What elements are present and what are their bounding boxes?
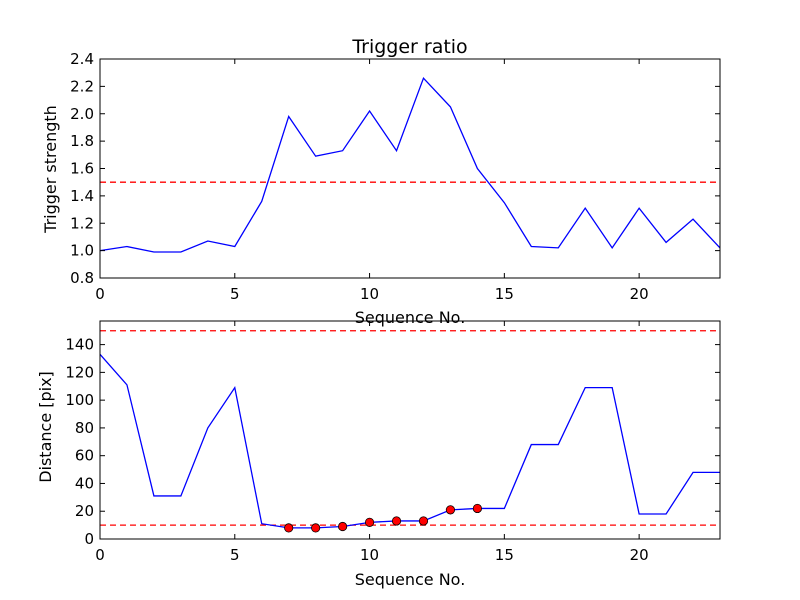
x-tick-label: 5 bbox=[230, 546, 240, 564]
data-point bbox=[284, 523, 294, 533]
y-tick-label: 1.0 bbox=[70, 242, 94, 260]
y-tick-label: 140 bbox=[65, 336, 94, 354]
y-tick-label: 1.8 bbox=[70, 132, 94, 150]
y-tick-label: 100 bbox=[65, 391, 94, 409]
y-axis-label: Trigger strength bbox=[41, 105, 60, 234]
y-tick-label: 80 bbox=[75, 419, 94, 437]
data-point bbox=[445, 505, 456, 515]
y-tick-label: 40 bbox=[75, 474, 94, 492]
x-tick-label: 15 bbox=[495, 285, 514, 303]
data-point bbox=[311, 523, 321, 533]
x-tick-label: 20 bbox=[630, 285, 649, 303]
y-tick-label: 60 bbox=[75, 447, 94, 465]
data-point bbox=[418, 516, 429, 526]
trigger-ratio-chart: Trigger ratio Trigger strength Sequence … bbox=[41, 36, 721, 327]
y-tick-label: 1.6 bbox=[70, 160, 94, 178]
y-tick-label: 0.8 bbox=[70, 269, 94, 287]
data-point bbox=[391, 516, 402, 526]
data-point bbox=[364, 517, 375, 527]
series-line bbox=[99, 76, 721, 253]
chart-title: Trigger ratio bbox=[351, 36, 467, 58]
y-tick-label: 2.4 bbox=[70, 50, 94, 68]
y-axis-label: Distance [pix] bbox=[36, 371, 55, 483]
data-point bbox=[472, 503, 482, 514]
axes-frame bbox=[99, 320, 721, 540]
series-line bbox=[99, 353, 720, 529]
x-tick-label: 10 bbox=[360, 285, 379, 303]
x-axis-label: Sequence No. bbox=[355, 308, 466, 327]
plot-area: 0 5 10 15 20 0 20 40 60 80 100 120 140 bbox=[65, 320, 721, 564]
x-tick-label: 20 bbox=[630, 546, 649, 564]
y-tick-label: 20 bbox=[75, 502, 94, 520]
x-tick-label: 15 bbox=[495, 546, 514, 564]
x-axis-label: Sequence No. bbox=[355, 570, 466, 589]
data-point bbox=[338, 521, 348, 532]
x-tick-label: 10 bbox=[360, 546, 379, 564]
x-tick-label: 0 bbox=[95, 285, 105, 303]
plot-area: 0 5 10 15 20 0.8 1.0 1.2 1.4 1.6 1.8 2.0 2.2 2.4 bbox=[70, 50, 721, 303]
x-tick-label: 5 bbox=[230, 285, 240, 303]
y-tick-label: 2.2 bbox=[70, 77, 94, 95]
y-tick-label: 2.0 bbox=[70, 105, 94, 123]
y-tick-label: 0 bbox=[84, 530, 94, 548]
y-tick-label: 120 bbox=[65, 363, 94, 381]
y-tick-label: 1.2 bbox=[70, 214, 94, 232]
distance-chart: Distance [pix] Sequence No. 0 5 10 15 20 0 20 4… bbox=[36, 320, 721, 589]
x-tick-label: 0 bbox=[95, 546, 105, 564]
y-tick-label: 1.4 bbox=[70, 187, 94, 205]
